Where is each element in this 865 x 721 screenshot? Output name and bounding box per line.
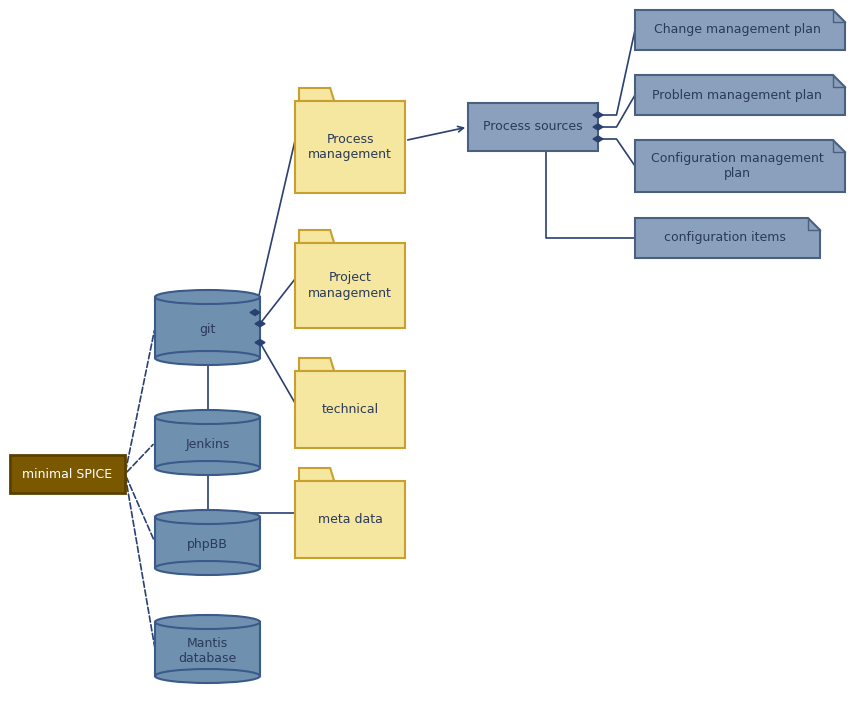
- Text: phpBB: phpBB: [187, 538, 228, 551]
- Polygon shape: [299, 358, 334, 371]
- Ellipse shape: [155, 615, 260, 629]
- Polygon shape: [635, 10, 845, 50]
- Bar: [155, 517, 260, 568]
- Polygon shape: [295, 371, 405, 448]
- Ellipse shape: [155, 561, 260, 575]
- Text: Project
management: Project management: [308, 272, 392, 299]
- Polygon shape: [250, 309, 260, 316]
- Polygon shape: [295, 481, 405, 558]
- Bar: [10, 455, 125, 493]
- Ellipse shape: [155, 290, 260, 304]
- Bar: [155, 417, 260, 468]
- Bar: [155, 297, 260, 358]
- Text: configuration items: configuration items: [663, 231, 785, 244]
- Text: Mantis
database: Mantis database: [178, 637, 237, 665]
- Text: git: git: [199, 323, 215, 336]
- Text: Change management plan: Change management plan: [654, 24, 820, 37]
- Polygon shape: [299, 88, 334, 101]
- Ellipse shape: [155, 410, 260, 424]
- Text: Process
management: Process management: [308, 133, 392, 161]
- Polygon shape: [255, 340, 265, 345]
- Polygon shape: [295, 243, 405, 328]
- Polygon shape: [635, 218, 820, 258]
- Polygon shape: [593, 136, 603, 142]
- Bar: [468, 103, 598, 151]
- Text: Problem management plan: Problem management plan: [652, 89, 822, 102]
- Text: Configuration management
plan: Configuration management plan: [650, 152, 823, 180]
- Text: Jenkins: Jenkins: [185, 438, 230, 451]
- Polygon shape: [299, 468, 334, 481]
- Ellipse shape: [155, 669, 260, 683]
- Text: technical: technical: [322, 403, 379, 416]
- Text: meta data: meta data: [317, 513, 382, 526]
- Text: Process sources: Process sources: [484, 120, 583, 133]
- Ellipse shape: [155, 351, 260, 365]
- Bar: [155, 622, 260, 676]
- Polygon shape: [593, 112, 603, 118]
- Polygon shape: [635, 75, 845, 115]
- Polygon shape: [295, 101, 405, 193]
- Polygon shape: [593, 124, 603, 130]
- Polygon shape: [255, 321, 265, 327]
- Ellipse shape: [155, 510, 260, 524]
- Polygon shape: [635, 140, 845, 192]
- Ellipse shape: [155, 461, 260, 475]
- Text: minimal SPICE: minimal SPICE: [22, 467, 112, 480]
- Polygon shape: [299, 230, 334, 243]
